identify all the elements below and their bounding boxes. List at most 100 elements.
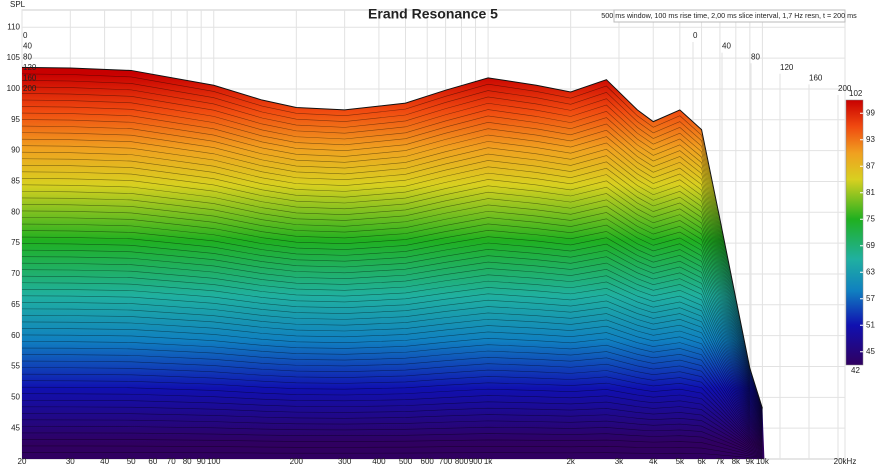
- slice-line: [21, 256, 763, 434]
- slice-line: [21, 380, 763, 450]
- surface-area: [22, 67, 765, 459]
- slice-line: [21, 275, 763, 436]
- z-tick-label-right: 200: [838, 84, 852, 93]
- slice-line: [21, 80, 763, 411]
- y-tick-label: 100: [7, 84, 21, 93]
- slice-lines: [21, 73, 763, 459]
- x-tick-label: 100: [207, 457, 221, 466]
- y-tick-label: 80: [11, 207, 20, 216]
- x-tick-label: 50: [127, 457, 136, 466]
- slice-line: [21, 341, 763, 445]
- x-tick-label: 800: [455, 457, 469, 466]
- surface: [21, 66, 765, 459]
- annotation: 500 ms window, 100 ms rise time, 2,00 ms…: [601, 11, 857, 20]
- z-tick-label-left: 80: [23, 52, 32, 61]
- x-tick-label: 6k: [697, 457, 706, 466]
- z-tick-label-left: 0: [23, 31, 28, 40]
- slice-line: [21, 439, 763, 457]
- x-tick-label: 900: [469, 457, 483, 466]
- z-tick-label-left: 160: [23, 74, 37, 83]
- y-tick-label: 85: [11, 177, 20, 186]
- slice-line: [21, 269, 763, 435]
- y-tick-label: 65: [11, 300, 20, 309]
- x-tick-label: 500: [399, 457, 413, 466]
- x-tick-label: 60: [148, 457, 157, 466]
- x-tick-label: 700: [439, 457, 453, 466]
- slice-line: [21, 119, 763, 416]
- y-tick-label: 90: [11, 146, 20, 155]
- x-tick-label: 70: [167, 457, 176, 466]
- slice-line: [21, 360, 763, 447]
- y-tick-label: 105: [7, 53, 21, 62]
- y-tick-label: 45: [11, 423, 20, 432]
- slice-line: [21, 197, 763, 426]
- slice-line: [21, 171, 763, 423]
- slice-line: [21, 230, 763, 430]
- colorbar-max: 102: [849, 89, 863, 98]
- slice-line: [21, 138, 763, 418]
- slice-line: [21, 86, 763, 412]
- slice-line: [21, 367, 763, 448]
- x-tick-label: 600: [421, 457, 435, 466]
- x-tick-label: 200: [290, 457, 304, 466]
- y-tick-label: 70: [11, 269, 20, 278]
- z-tick-label-right: 120: [780, 63, 794, 72]
- y-tick-label: 50: [11, 392, 20, 401]
- z-tick-label-right: 40: [722, 42, 731, 51]
- x-tick-label: 40: [100, 457, 109, 466]
- slice-line: [21, 328, 763, 443]
- x-tick-label: 10k: [756, 457, 770, 466]
- x-tick-label: 5k: [676, 457, 685, 466]
- slice-line: [21, 106, 763, 414]
- colorbar-min: 42: [851, 366, 860, 375]
- slice-line: [21, 406, 763, 453]
- slice-line: [21, 321, 763, 442]
- slice-line: [21, 158, 763, 421]
- slice-line: [21, 249, 763, 433]
- slice-line: [21, 112, 763, 415]
- slice-line: [21, 426, 763, 456]
- y-tick-label: 95: [11, 115, 20, 124]
- slice-line: [21, 73, 763, 410]
- x-tick-label: 3k: [615, 457, 624, 466]
- slice-line: [21, 204, 763, 427]
- slice-line: [21, 184, 763, 424]
- z-tick-label-right: 80: [751, 52, 760, 61]
- slice-line: [21, 236, 763, 431]
- z-tick-label-left: 120: [23, 63, 37, 72]
- x-tick-label: 400: [372, 457, 386, 466]
- slice-line: [21, 262, 763, 434]
- slice-line: [21, 393, 763, 451]
- slice-line: [21, 288, 763, 438]
- x-tick-label: 80: [183, 457, 192, 466]
- front-slice: [21, 66, 763, 409]
- x-tick-label: 30: [66, 457, 75, 466]
- slice-line: [21, 125, 763, 417]
- slice-line: [21, 191, 763, 425]
- x-tick-label: 2k: [566, 457, 575, 466]
- slice-line: [21, 93, 763, 412]
- annotation-box: [613, 9, 846, 23]
- slice-line: [21, 151, 763, 420]
- slice-line: [21, 243, 763, 432]
- slice-line: [21, 282, 763, 437]
- x-tick-label: 1k: [484, 457, 493, 466]
- y-tick-label: 55: [11, 362, 20, 371]
- colorbar-tick-label: 45: [866, 347, 875, 356]
- slice-line: [21, 419, 763, 455]
- slice-line: [21, 302, 763, 439]
- z-tick-label-left: 40: [23, 42, 32, 51]
- slice-line: [21, 308, 763, 440]
- slice-line: [21, 145, 763, 419]
- x-tick-label: 90: [197, 457, 206, 466]
- slice-line: [21, 334, 763, 444]
- colorbar-tick-label: 87: [866, 161, 875, 170]
- x-tick-label: 9k: [746, 457, 755, 466]
- colorbar-tick-label: 99: [866, 108, 875, 117]
- slice-line: [21, 452, 763, 459]
- slice-line: [21, 354, 763, 446]
- slice-line: [21, 99, 763, 413]
- y-tick-label: 60: [11, 331, 20, 340]
- colorbar-tick-label: 51: [866, 320, 875, 329]
- slice-line: [21, 399, 763, 452]
